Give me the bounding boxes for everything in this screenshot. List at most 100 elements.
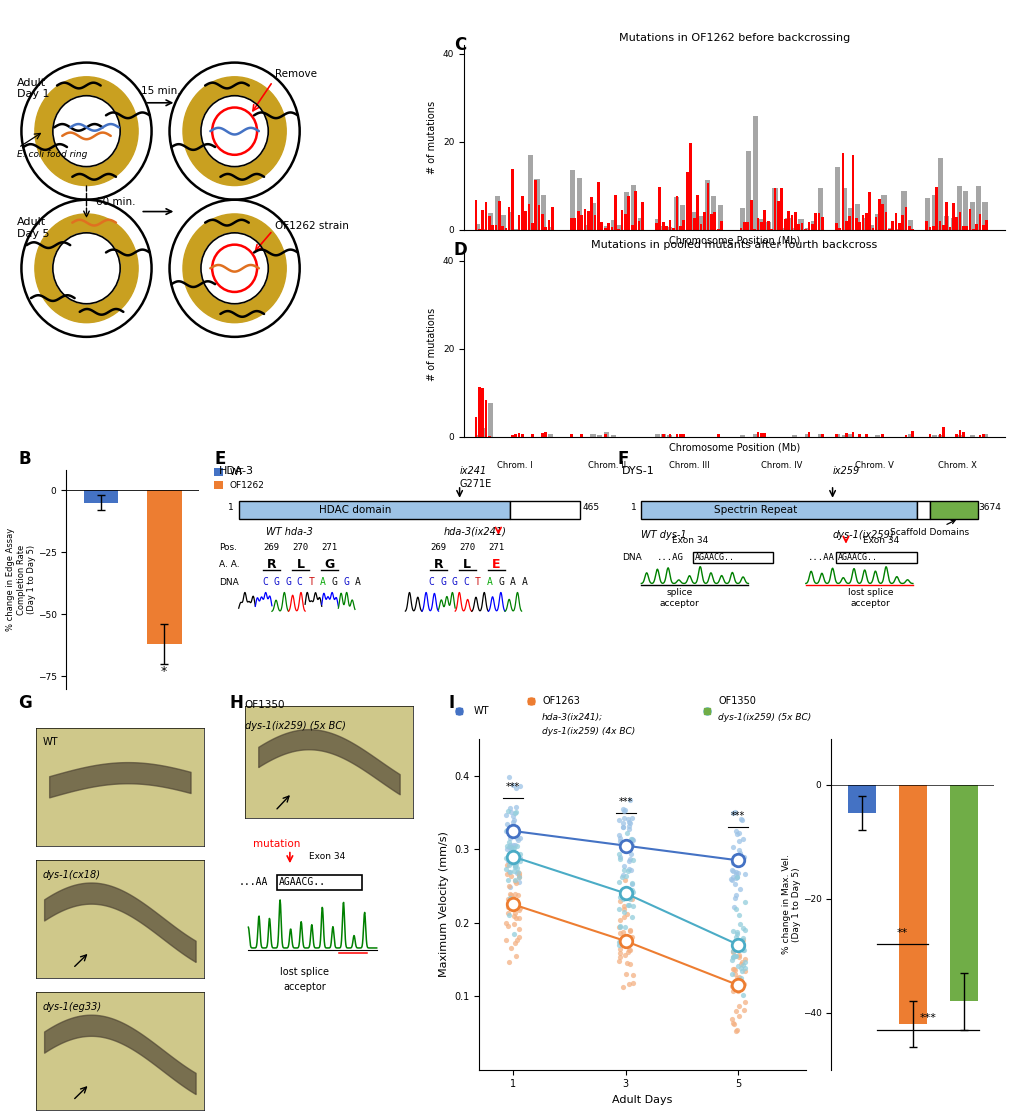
Text: Exon 34: Exon 34 — [672, 536, 707, 545]
Text: G: G — [273, 578, 279, 587]
Text: Chrom. X: Chrom. X — [936, 461, 975, 470]
Bar — [752, 115, 757, 230]
Point — [497, 914, 514, 932]
Circle shape — [201, 233, 268, 304]
Text: I: I — [448, 694, 454, 712]
Text: DNA: DNA — [622, 553, 641, 562]
Point — [731, 998, 747, 1016]
Point — [619, 933, 635, 951]
Point — [737, 921, 753, 939]
Bar — [673, 197, 678, 230]
Point — [500, 953, 517, 971]
Text: WT dys-1: WT dys-1 — [641, 531, 686, 540]
Bar — [610, 220, 615, 230]
Bar — [518, 215, 520, 230]
Point — [620, 896, 636, 914]
Bar — [810, 224, 813, 230]
Bar — [771, 187, 776, 230]
Bar — [603, 226, 608, 230]
Bar — [590, 197, 592, 230]
Point — [732, 810, 748, 828]
Bar — [951, 203, 954, 230]
Text: Chrom. V: Chrom. V — [855, 254, 894, 263]
Text: Pos.: Pos. — [219, 543, 237, 552]
Point — [726, 937, 742, 955]
Point — [497, 860, 514, 878]
Point — [730, 840, 746, 858]
Point — [507, 797, 524, 815]
Bar — [531, 435, 533, 437]
Bar — [762, 433, 765, 437]
Title: Mutations in pooled mutants after fourth backcross: Mutations in pooled mutants after fourth… — [591, 240, 876, 250]
FancyBboxPatch shape — [929, 501, 977, 519]
Bar — [981, 203, 986, 230]
Point — [613, 978, 630, 996]
Point — [726, 803, 742, 821]
Point — [620, 976, 636, 993]
Bar — [955, 435, 957, 437]
Circle shape — [201, 95, 268, 167]
Bar — [521, 212, 526, 230]
Bar — [474, 224, 480, 230]
Bar — [679, 433, 681, 437]
Bar — [941, 427, 944, 437]
Bar — [978, 214, 980, 230]
Point — [623, 830, 639, 848]
Text: R: R — [267, 558, 276, 571]
Bar — [800, 223, 803, 230]
Bar — [511, 435, 514, 437]
Bar — [484, 203, 487, 230]
Text: 270: 270 — [292, 543, 309, 552]
Point — [508, 931, 525, 949]
Bar — [606, 223, 609, 230]
Text: WT hda-3: WT hda-3 — [266, 528, 313, 536]
Y-axis label: # of mutations: # of mutations — [427, 101, 437, 174]
Text: dys-1(ix259) (5x BC): dys-1(ix259) (5x BC) — [717, 712, 811, 721]
Point — [615, 861, 632, 879]
Text: F: F — [616, 450, 628, 468]
Y-axis label: % change in Edge Assay
Completion Rate
(Day 1 to Day 5): % change in Edge Assay Completion Rate (… — [6, 528, 36, 632]
Text: OF1263: OF1263 — [541, 697, 580, 707]
Point — [725, 961, 741, 979]
Text: ix259: ix259 — [832, 466, 859, 476]
Point — [618, 887, 634, 905]
Point — [614, 814, 631, 832]
Y-axis label: # of mutations: # of mutations — [427, 308, 437, 381]
Point — [624, 831, 640, 849]
Point — [621, 921, 637, 939]
Bar — [867, 192, 870, 230]
Text: dys-1(cx18): dys-1(cx18) — [43, 869, 100, 879]
Bar — [888, 227, 893, 230]
Point — [732, 969, 748, 987]
Point — [507, 823, 524, 841]
Point — [621, 813, 637, 831]
Point — [735, 974, 751, 992]
Bar — [682, 220, 685, 230]
Text: A: A — [320, 578, 326, 587]
Point — [615, 801, 632, 819]
Bar — [820, 435, 823, 437]
Point — [622, 814, 638, 832]
Bar — [716, 435, 719, 437]
Bar — [756, 431, 758, 437]
Bar — [577, 211, 579, 230]
Point — [511, 900, 527, 918]
Point — [609, 935, 626, 953]
Bar — [491, 224, 493, 230]
Point — [504, 890, 521, 908]
Bar — [851, 155, 854, 230]
Point — [499, 852, 516, 870]
Text: ***: *** — [618, 796, 632, 806]
Point — [732, 853, 748, 871]
Point — [737, 865, 753, 883]
Point — [727, 1021, 743, 1039]
Text: G: G — [440, 578, 445, 587]
Text: Chrom. II: Chrom. II — [588, 461, 626, 470]
Bar — [984, 221, 987, 230]
Point — [725, 838, 741, 856]
Bar — [804, 227, 809, 230]
Bar — [779, 227, 784, 230]
Point — [614, 897, 631, 915]
Circle shape — [35, 77, 138, 186]
Point — [729, 825, 745, 843]
